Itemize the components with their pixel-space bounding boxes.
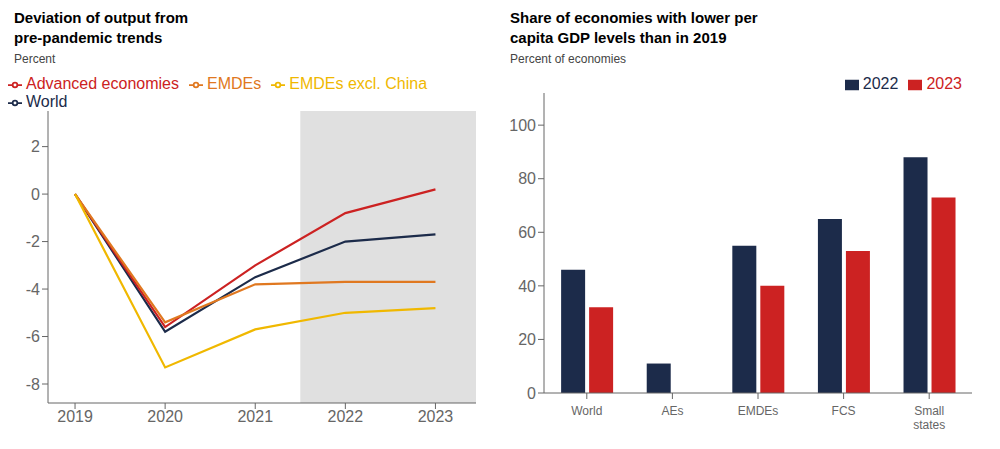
svg-text:2: 2 [31, 138, 40, 155]
html-text:Advanced economies: Advanced economies [26, 75, 179, 92]
svg-text:EMDEs: EMDEs [738, 404, 779, 418]
html-text:World: World [26, 93, 68, 110]
svg-text:60: 60 [518, 224, 536, 241]
svg-text:2021: 2021 [237, 408, 273, 425]
svg-text:2020: 2020 [147, 408, 183, 425]
svg-text:-6: -6 [26, 328, 40, 345]
svg-text:FCS: FCS [832, 404, 856, 418]
svg-text:2019: 2019 [57, 408, 93, 425]
html-text:EMDEs excl. China: EMDEs excl. China [289, 75, 427, 92]
svg-text:2022: 2022 [328, 408, 364, 425]
svg-text:20: 20 [518, 331, 536, 348]
svg-text:100: 100 [509, 117, 536, 134]
html-text:EMDEs: EMDEs [207, 75, 262, 92]
html-text:Share of economies with lower: Share of economies with lower per capita… [510, 9, 758, 46]
svg-text:AEs: AEs [661, 404, 683, 418]
svg-text:0: 0 [527, 385, 536, 402]
svg-text:World: World [571, 404, 602, 418]
html-text:Deviation of output from pre-p: Deviation of output from pre-pandemic tr… [14, 9, 189, 46]
svg-text:40: 40 [518, 278, 536, 295]
svg-text:-8: -8 [26, 376, 40, 393]
svg-text:-4: -4 [26, 281, 40, 298]
svg-text:0: 0 [31, 186, 40, 203]
html-text:2022: 2022 [862, 75, 899, 92]
html-text:2023: 2023 [926, 75, 962, 92]
svg-text:Smallstates: Smallstates [913, 404, 945, 432]
html-text:Percent: Percent [14, 52, 56, 66]
svg-text:2023: 2023 [418, 408, 454, 425]
html-text:Percent of economies: Percent of economies [510, 52, 627, 66]
svg-text:80: 80 [518, 170, 536, 187]
svg-text:-2: -2 [26, 233, 40, 250]
